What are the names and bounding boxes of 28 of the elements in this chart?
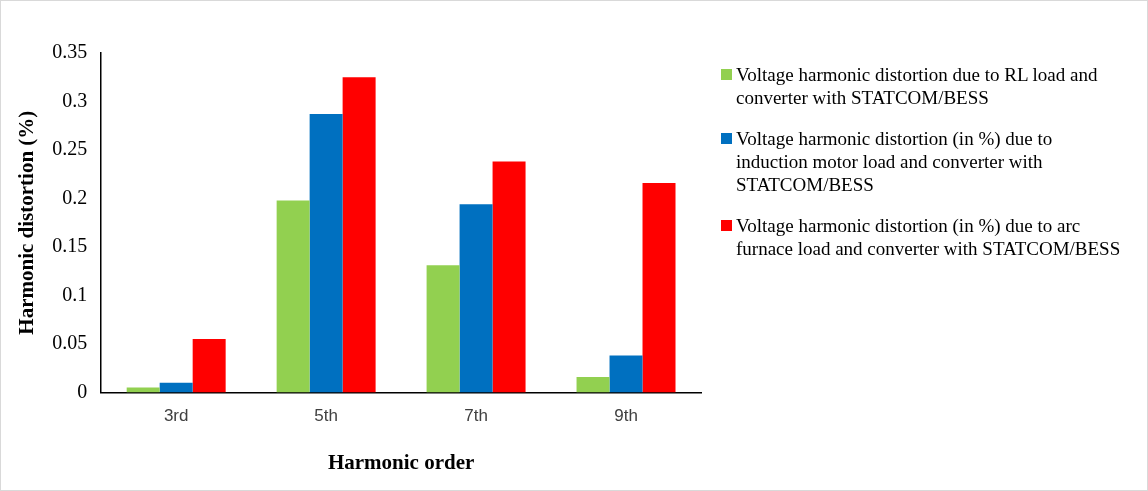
y-tick-label: 0.2 — [62, 185, 88, 208]
bar — [309, 114, 343, 393]
bar — [576, 376, 610, 393]
y-axis-title: Harmonic distortion (%) — [14, 110, 39, 335]
bar — [276, 200, 310, 393]
x-axis-title: Harmonic order — [327, 449, 475, 474]
x-tick-label: 3rd — [163, 406, 189, 426]
y-tick-label: 0.3 — [62, 88, 88, 111]
bar — [342, 77, 376, 393]
x-tick-label: 9th — [614, 406, 638, 426]
bar — [642, 182, 676, 393]
bar — [426, 265, 460, 393]
y-tick-label: 0.15 — [52, 234, 88, 257]
x-tick-label: 5th — [314, 406, 338, 426]
bar — [492, 161, 526, 393]
legend-label: Voltage harmonic distortion (in %) due to induction motor load and converter with STATCOM/BESS — [736, 127, 1054, 196]
y-tick-label: 0.35 — [52, 40, 88, 63]
y-tick-label: 0 — [77, 379, 88, 402]
y-tick-label: 0.1 — [62, 282, 88, 305]
bar — [609, 355, 643, 393]
legend-label: Voltage harmonic distortion (in %) due to arc furnace load and converter with STATCOM/BESS — [736, 214, 1121, 260]
bar — [192, 339, 226, 393]
y-tick-label: 0.25 — [52, 137, 88, 160]
x-tick-label: 7th — [464, 406, 488, 426]
legend-label: Voltage harmonic distortion due to RL load and converter with STATCOM/BESS — [736, 63, 1099, 109]
bar — [459, 204, 493, 393]
y-tick-label: 0.05 — [52, 331, 88, 354]
bar — [159, 382, 193, 393]
